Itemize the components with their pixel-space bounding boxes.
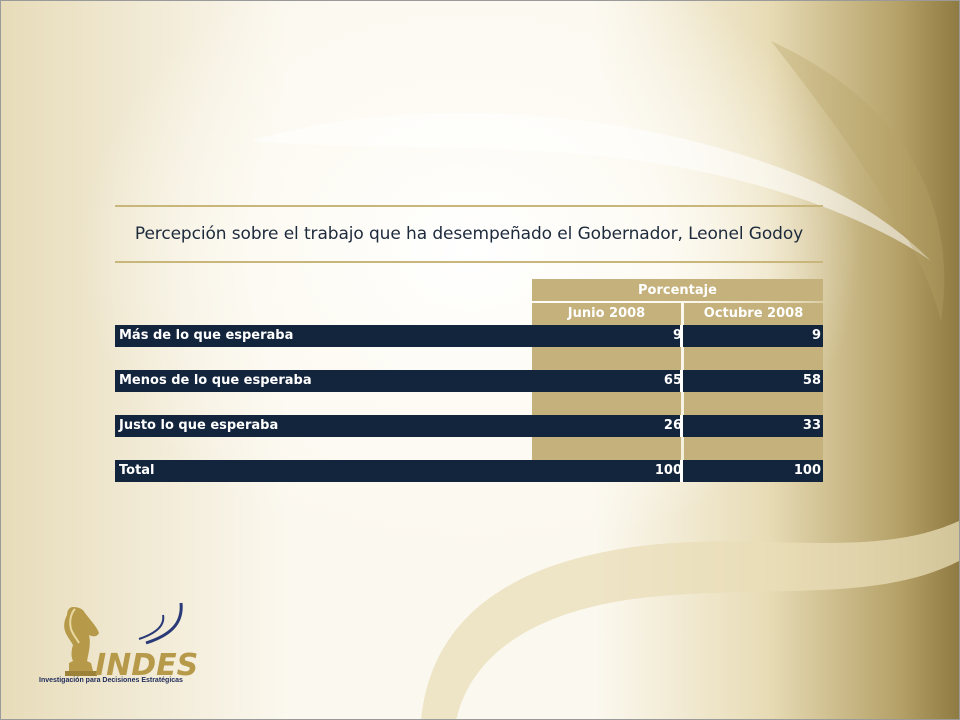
svg-text:INDES: INDES [95,648,198,683]
table-row: Menos de lo que esperaba 65 58 [115,370,823,392]
table-row-total: Total 100 100 [115,460,823,482]
indes-logo: INDES [64,602,198,683]
column-separator [680,415,683,437]
table-row: Justo lo que esperaba 26 33 [115,415,823,437]
column-header-junio: Junio 2008 [532,303,681,324]
row-value-junio: 26 [663,418,682,433]
row-label: Más de lo que esperaba [119,328,294,343]
row-label: Menos de lo que esperaba [119,373,312,388]
group-header: Porcentaje [532,279,823,301]
gold-column-octubre [684,324,823,482]
row-value-octubre: 9 [811,328,821,343]
row-value-junio: 9 [672,328,682,343]
slide-title: Percepción sobre el trabajo que ha desem… [134,224,804,244]
column-separator [680,370,683,392]
row-value-junio: 65 [663,373,682,388]
column-separator [680,460,683,482]
logo-tagline: Investigación para Decisiones Estratégic… [39,677,183,684]
column-header-octubre: Octubre 2008 [684,303,823,324]
row-value-junio: 100 [654,463,682,478]
column-separator [680,325,683,347]
row-value-octubre: 58 [802,373,821,388]
row-value-octubre: 100 [793,463,821,478]
row-label: Total [119,463,155,478]
row-value-octubre: 33 [802,418,821,433]
row-label: Justo lo que esperaba [119,418,279,433]
table-row: Más de lo que esperaba 9 9 [115,325,823,347]
gold-column-junio [532,324,681,482]
title-block: Percepción sobre el trabajo que ha desem… [115,205,823,263]
